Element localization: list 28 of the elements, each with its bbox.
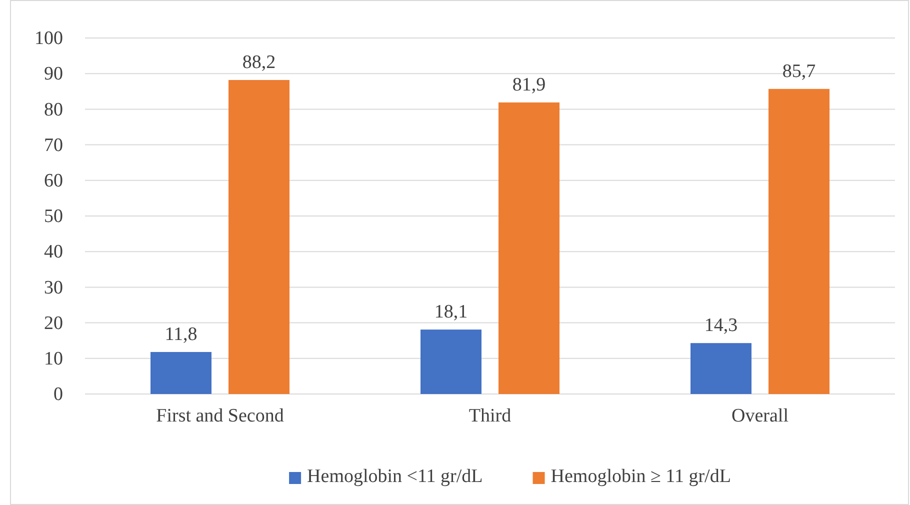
legend-label: Hemoglobin <11 gr/dL [307, 466, 483, 487]
y-tick-label: 90 [44, 64, 63, 85]
y-tick-label: 100 [34, 28, 63, 50]
y-tick-label: 10 [44, 348, 63, 370]
y-tick-label: 60 [44, 170, 63, 192]
y-tick-label: 20 [44, 312, 63, 334]
bar [150, 352, 212, 394]
y-tick-label: 80 [44, 99, 63, 120]
data-label: 11,8 [164, 324, 198, 345]
x-tick-label: Overall [732, 405, 788, 426]
data-label: 88,2 [242, 52, 276, 74]
legend-label: Hemoglobin ≥ 11 gr/dL [550, 466, 731, 487]
bar [690, 343, 752, 394]
data-label: 14,3 [704, 315, 738, 336]
y-tick-label: 50 [44, 206, 63, 228]
y-tick-label: 40 [44, 242, 63, 263]
y-tick-label: 0 [54, 384, 63, 406]
data-label: 85,7 [782, 60, 816, 82]
y-tick-label: 30 [44, 277, 63, 298]
y-tick-label: 70 [44, 134, 63, 156]
bar [228, 80, 290, 394]
bar [498, 102, 560, 394]
data-label: 81,9 [512, 74, 546, 96]
data-label: 18,1 [434, 302, 468, 323]
bar [768, 88, 830, 394]
x-tick-label: Third [468, 405, 512, 426]
x-tick-label: First and Second [156, 405, 284, 426]
bar [420, 330, 482, 394]
